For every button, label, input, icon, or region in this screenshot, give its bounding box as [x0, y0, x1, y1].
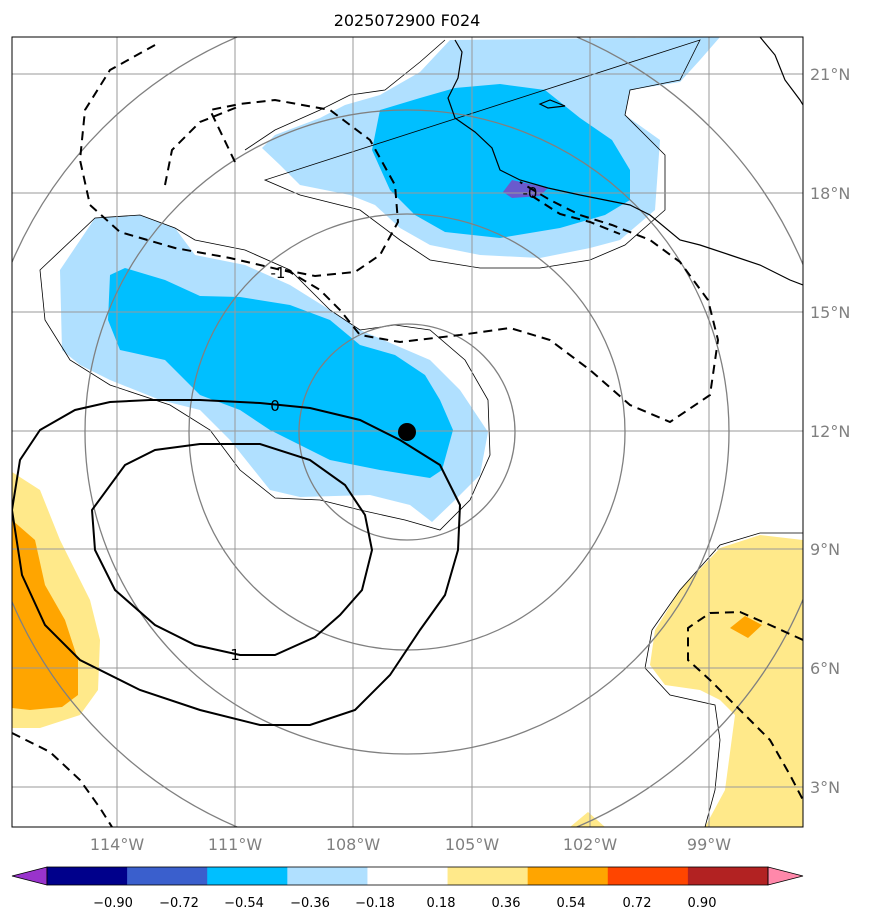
contour-labels: 0 -1 -0 1 [230, 184, 537, 664]
chart-title: 2025072900 F024 [334, 11, 481, 30]
colorbar-cell [207, 867, 288, 885]
colorbar-cells [47, 867, 769, 885]
lon-tick-labels: 114°W 111°W 108°W 105°W 102°W 99°W [90, 835, 731, 854]
positive-field-light-east [650, 535, 803, 827]
positive-field-south [570, 812, 605, 827]
colorbar-tick: 0.72 [623, 896, 652, 911]
colorbar-tick: 0.90 [688, 896, 717, 911]
lon-tick: 102°W [563, 835, 618, 854]
colorbar-tick: −0.54 [224, 896, 264, 911]
lon-tick: 108°W [326, 835, 381, 854]
colorbar-cell [687, 867, 769, 885]
contour-label: 1 [230, 646, 240, 664]
lon-tick: 111°W [208, 835, 263, 854]
positive-contours [12, 399, 462, 726]
colorbar-extend-high [767, 866, 804, 886]
lat-tick: 21°N [810, 65, 850, 84]
negative-field-medium-north [372, 84, 630, 238]
positive-field-orange-east [730, 616, 762, 638]
lon-tick: 105°W [445, 835, 500, 854]
lat-tick-labels: 21°N 18°N 15°N 12°N 9°N 6°N 3°N [810, 65, 850, 797]
colorbar-cell [127, 867, 208, 885]
colorbar-tick: −0.18 [355, 896, 395, 911]
colorbar-cell [607, 867, 689, 885]
lon-tick: 99°W [687, 835, 731, 854]
lat-tick: 18°N [810, 184, 850, 203]
colorbar-cell [527, 867, 609, 885]
contour-label: 0 [270, 397, 280, 415]
map-area: 0 -1 -0 1 [12, 37, 803, 827]
colorbar-cell [287, 867, 368, 885]
storm-center-marker [398, 423, 416, 441]
colorbar-cell [367, 867, 449, 885]
graticule [12, 37, 803, 827]
colorbar-tick: 0.36 [492, 896, 521, 911]
contour-label: -0 [523, 184, 538, 202]
colorbar-extend-low [11, 866, 48, 886]
lat-tick: 15°N [810, 303, 850, 322]
lat-tick: 6°N [810, 659, 840, 678]
negative-contours [12, 44, 803, 827]
lat-tick: 3°N [810, 778, 840, 797]
colorbar-tick: −0.36 [290, 896, 330, 911]
lat-tick: 12°N [810, 422, 850, 441]
map-frame [11, 36, 804, 828]
coastline [447, 37, 803, 286]
colorbar-ticks: −0.90 −0.72 −0.54 −0.36 −0.18 0.18 0.36 … [93, 896, 716, 911]
colorbar-tick: −0.72 [159, 896, 199, 911]
lat-tick: 9°N [810, 540, 840, 559]
colorbar-cell [447, 867, 529, 885]
colorbar: −0.90 −0.72 −0.54 −0.36 −0.18 0.18 0.36 … [11, 866, 804, 911]
colorbar-tick: 0.54 [557, 896, 586, 911]
colorbar-tick: 0.18 [427, 896, 456, 911]
colorbar-tick: −0.90 [93, 896, 133, 911]
positive-field-orange-west [12, 520, 78, 710]
lon-tick: 114°W [90, 835, 145, 854]
colorbar-frame [46, 866, 769, 886]
negative-field-medium [108, 268, 453, 478]
contour-label: -1 [271, 264, 286, 282]
colorbar-cell [47, 867, 128, 885]
